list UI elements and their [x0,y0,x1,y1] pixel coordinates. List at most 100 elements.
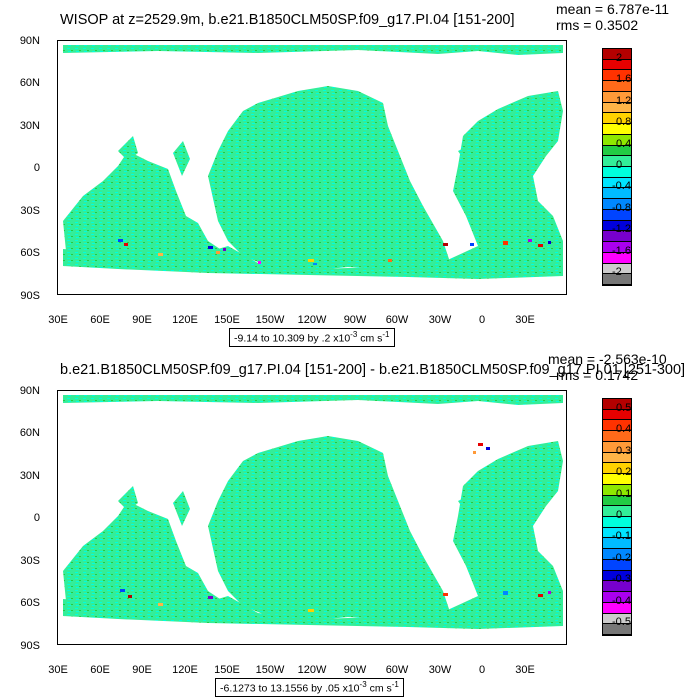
colorbar-swatch [603,59,631,71]
lon-label: 90E [132,664,152,676]
colorbar-label: 0.4 [616,423,632,436]
colorbar-swatch [603,102,631,114]
colorbar-swatch [603,220,631,232]
colorbar-swatch [603,145,631,157]
contour-info: -9.14 to 10.309 by .2 x10-3 cm s-1 [229,328,395,347]
lon-label: 0 [478,664,486,676]
colorbar-swatch [603,156,631,167]
colorbar-swatch [603,452,631,464]
lat-label: 30N [19,120,40,132]
colorbar-swatch [603,624,631,635]
colorbar-label: 1.2 [616,94,632,107]
colorbar-swatch [603,188,631,200]
colorbar-swatch [603,495,631,507]
ocean-field-map [63,45,563,279]
lon-label: 90W [343,314,367,326]
lat-label: 60S [20,597,40,609]
colorbar-swatch [603,70,631,82]
lat-label: 90N [19,385,40,397]
colorbar-swatch [603,613,631,625]
colorbar [602,48,632,286]
lat-label: 60N [19,427,40,439]
colorbar-swatch [603,517,631,528]
lat-label: 0 [33,512,40,524]
noisy-extremes [120,443,551,612]
colorbar-swatch [603,559,631,571]
lat-label: 30S [20,205,40,217]
lon-label: 120W [297,314,327,326]
colorbar-swatch [603,570,631,582]
colorbar-swatch [603,242,631,253]
colorbar-swatch [603,263,631,275]
colorbar-label: 0.5 [616,401,632,414]
lat-label: 0 [33,162,40,174]
lon-label: 120W [297,664,327,676]
lon-label: 0 [478,314,486,326]
rms-value: rms = 0.1742 [556,367,639,383]
panel-top: WISOP at z=2529.9m, b.e21.B1850CLM50SP.f… [19,1,669,347]
lat-label: 30S [20,555,40,567]
mean-value: mean = -2.563e-10 [548,351,667,367]
panel-title: b.e21.B1850CLM50SP.f09_g17.PI.04 [151-20… [60,362,686,378]
colorbar-swatch [603,124,631,135]
lon-label: 120E [172,314,198,326]
colorbar-label: -0.4 [612,180,631,193]
colorbar-label: -0.3 [612,573,631,586]
lat-label: 60S [20,247,40,259]
lon-label: 150W [255,314,285,326]
colorbar-swatch [603,592,631,603]
mean-value: mean = 6.787e-11 [556,1,669,17]
colorbar-swatch [603,441,631,453]
lon-label: 120E [172,664,198,676]
colorbar-swatch [603,581,631,593]
colorbar-label: -0.4 [612,594,631,607]
colorbar-swatch [603,527,631,539]
colorbar-swatch [603,474,631,485]
colorbar-swatch [603,549,631,560]
colorbar-label: -1.6 [612,244,631,257]
colorbar-swatch [603,177,631,189]
colorbar-label: 2 [616,51,623,64]
lon-label: 90E [132,314,152,326]
lon-label: 30W [428,664,452,676]
lon-label: 30E [515,314,535,326]
colorbar [602,398,632,636]
contour-info: -6.1273 to 13.1556 by .05 x10-3 cm s-1 [215,678,404,697]
colorbar-swatch [603,538,631,550]
colorbar-swatch [603,420,631,432]
colorbar-label: -0.5 [612,616,631,629]
colorbar-swatch [603,49,631,60]
colorbar-swatch [603,231,631,243]
lon-label: 150W [255,664,285,676]
lon-label: 30E [515,664,535,676]
colorbar-label: 0.4 [616,137,632,150]
lon-label: 30W [428,314,452,326]
lat-label: 30N [19,470,40,482]
colorbar-label: 0.1 [616,487,632,500]
colorbar-swatch [603,506,631,517]
colorbar-swatch [603,134,631,146]
colorbar-swatch [603,484,631,496]
colorbar-label: -0.8 [612,201,631,214]
colorbar-label: -1.2 [612,223,631,236]
lat-label: 60N [19,77,40,89]
colorbar-label: 0 [616,509,623,521]
lon-label: 60W [385,664,409,676]
panel-bottom: b.e21.B1850CLM50SP.f09_g17.PI.04 [151-20… [0,350,700,700]
lat-label: 90S [20,290,40,302]
colorbar-label: 0 [616,159,623,171]
lon-label: 30E [48,314,68,326]
colorbar-label: -0.2 [612,551,631,564]
colorbar-swatch [603,199,631,210]
lon-label: 60E [90,664,110,676]
colorbar-swatch [603,91,631,103]
colorbar-swatch [603,274,631,285]
colorbar-label: 0.8 [616,116,632,129]
map-plot [57,390,567,645]
colorbar-label: 0.2 [616,466,632,479]
colorbar-swatch [603,463,631,475]
lon-label: 60W [385,314,409,326]
lat-label: 90N [19,35,40,47]
lon-label: 60E [90,314,110,326]
colorbar-swatch [603,409,631,421]
